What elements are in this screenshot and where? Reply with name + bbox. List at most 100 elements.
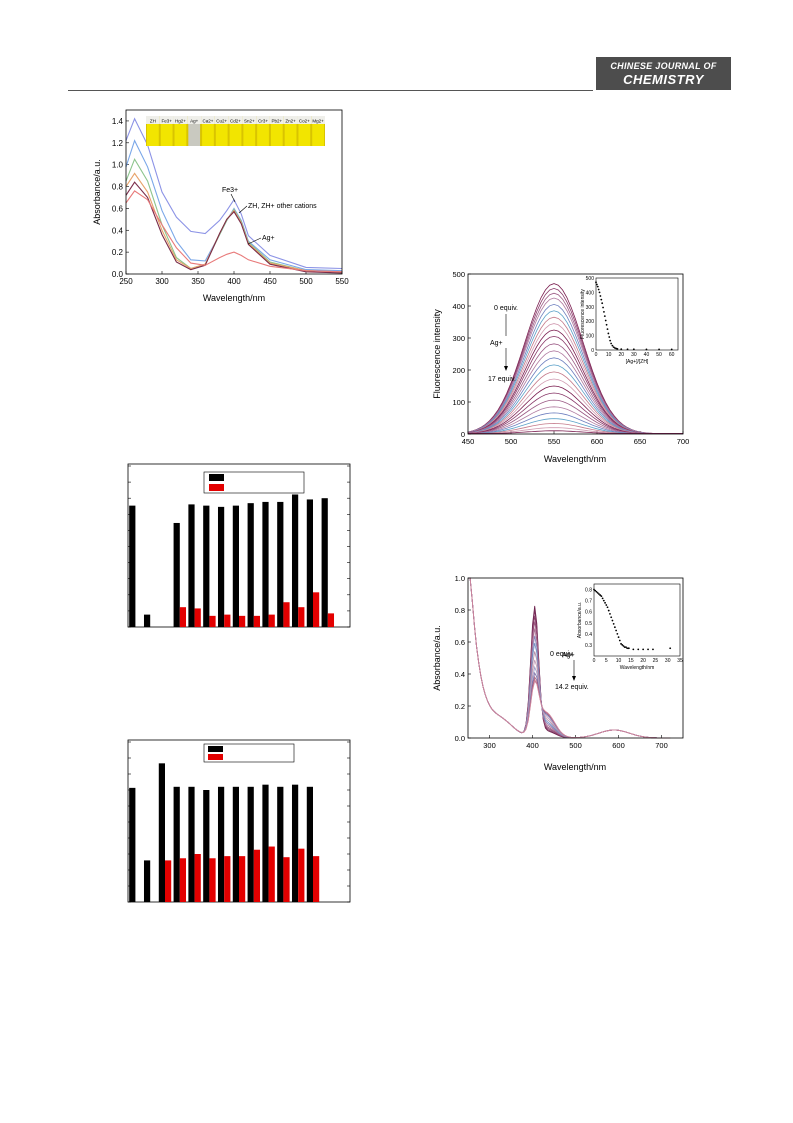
inset-y-tick: 0.4: [585, 632, 592, 638]
inset-y-tick: 0: [591, 348, 594, 354]
bar-red: [194, 854, 201, 902]
bar-red: [224, 856, 231, 902]
vial-label: Hg2+: [175, 119, 186, 124]
x-tick-label: 550: [335, 277, 349, 286]
inset-x-label: [Ag+]/[ZH]: [626, 359, 649, 365]
vial: [284, 124, 297, 146]
inset-point: [601, 302, 604, 305]
x-tick-label: 400: [526, 741, 539, 750]
legend-swatch-red: [208, 754, 223, 760]
inset-x-tick: 30: [665, 658, 671, 664]
bar-red: [194, 608, 201, 627]
bar-red: [165, 860, 172, 902]
inset-point: [596, 285, 599, 288]
y-tick-label: 200: [452, 366, 465, 375]
y-tick-label: 400: [452, 302, 465, 311]
inset-y-label: Absorbance/a.u.: [577, 602, 583, 638]
inset-point: [610, 616, 613, 619]
y-axis-label: Absorbance/a.u.: [92, 159, 102, 225]
bar-red: [179, 607, 187, 627]
header-rule: [68, 90, 593, 91]
end-equiv-label: 17 equiv.: [488, 376, 516, 383]
inset-point: [608, 336, 611, 338]
inset-point: [609, 613, 611, 615]
y-tick-label: 0.6: [112, 204, 124, 213]
vial-label-bg: [214, 116, 229, 124]
start-equiv-label: 0 equiv.: [494, 305, 518, 312]
inset-point: [593, 588, 595, 591]
bar-black: [217, 506, 225, 627]
inset-x-tick: 0: [593, 658, 596, 664]
vial: [188, 124, 201, 146]
inset-point: [595, 281, 597, 284]
inset-point: [617, 636, 620, 639]
inset-point: [647, 648, 649, 651]
inset-point: [600, 595, 603, 598]
start-equiv-label: 0 equiv.: [550, 651, 574, 658]
inset-point: [610, 342, 613, 345]
inset-x-tick: 60: [669, 352, 675, 358]
inset-point: [632, 648, 635, 651]
bar-red: [313, 592, 320, 627]
inset-point: [599, 594, 602, 596]
vial-label-bg: [242, 116, 257, 124]
vial: [215, 124, 228, 146]
bar-black: [306, 786, 313, 902]
bar-black: [129, 505, 136, 627]
absorbance-series-line: [125, 190, 343, 273]
inset-point: [604, 319, 607, 322]
vial-label-bg: [173, 116, 188, 124]
y-tick-label: 0.8: [455, 606, 465, 615]
inset-y-tick: 500: [586, 276, 595, 282]
bar-black: [277, 786, 284, 902]
bar-chart-bottom: [127, 739, 351, 903]
inset-point: [645, 348, 648, 351]
inset-point: [599, 295, 602, 297]
inset-point: [602, 306, 604, 309]
journal-name-line2: CHEMISTRY: [623, 72, 704, 87]
vial-label-bg: [228, 116, 243, 124]
legend-swatch-red: [209, 484, 224, 491]
inset-y-tick: 200: [586, 319, 595, 325]
fe-annotation: Fe3+: [222, 187, 238, 194]
x-tick-label: 450: [263, 277, 277, 286]
inset-y-label: Fluorescence intensity: [580, 289, 586, 339]
bar-red: [209, 615, 216, 627]
vial-label: Mg2+: [312, 119, 324, 124]
legend-box: [203, 471, 305, 494]
x-tick-label: 550: [548, 437, 561, 446]
inset-point: [598, 291, 601, 294]
inset-point: [627, 647, 630, 650]
inset-point: [626, 348, 629, 351]
vial-label: Pb2+: [271, 119, 282, 124]
inset-point: [594, 589, 597, 592]
y-axis-label: Absorbance/a.u.: [432, 625, 442, 691]
x-tick-label: 300: [483, 741, 496, 750]
fluorescence-series-line: [468, 427, 683, 434]
inset-point: [658, 348, 660, 351]
vial-label-bg: [311, 116, 325, 124]
ag-label: Ag+: [490, 340, 503, 347]
x-tick-label: 400: [227, 277, 241, 286]
inset-point: [637, 648, 640, 651]
absorbance-titration-line: [469, 577, 671, 739]
vial-label-bg: [187, 116, 202, 124]
inset-point: [618, 639, 621, 642]
zh-annotation: ZH, ZH+ other cations: [248, 203, 317, 210]
inset-y-tick: 400: [586, 290, 595, 296]
vial-label: Cd2+: [230, 119, 241, 124]
inset-point: [612, 622, 615, 625]
inset-point: [621, 644, 624, 646]
vial: [147, 124, 159, 146]
x-axis-label: Wavelength/nm: [544, 454, 606, 464]
inset-x-label: Wavelength/nm: [620, 665, 655, 671]
x-tick-label: 500: [569, 741, 582, 750]
bar-red: [179, 858, 187, 902]
bar-black: [158, 763, 165, 902]
inset-y-tick: 300: [586, 305, 595, 311]
bar-red: [298, 607, 305, 627]
bar-black: [143, 614, 151, 627]
y-tick-label: 0.4: [455, 670, 465, 679]
inset-frame: [593, 583, 681, 657]
inset-x-tick: 25: [653, 658, 659, 664]
